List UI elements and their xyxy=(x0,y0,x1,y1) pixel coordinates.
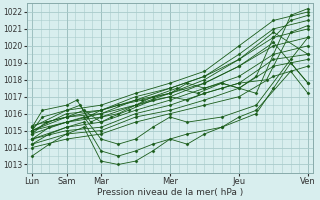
X-axis label: Pression niveau de la mer( hPa ): Pression niveau de la mer( hPa ) xyxy=(97,188,243,197)
